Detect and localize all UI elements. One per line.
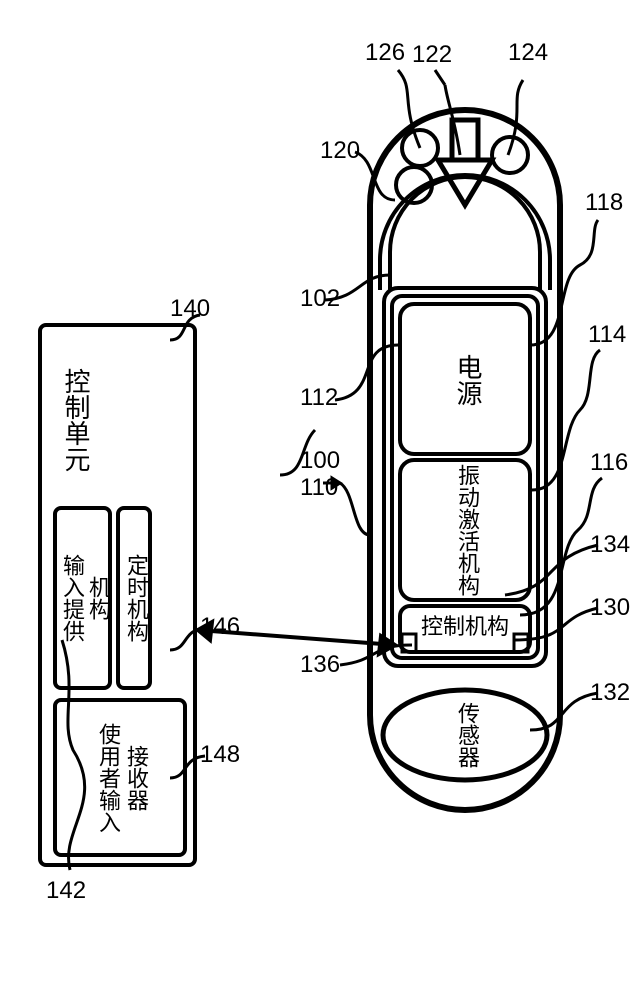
ref-122: 122 xyxy=(412,41,452,68)
top-circle-right xyxy=(492,137,528,173)
ref-142: 142 xyxy=(46,877,86,904)
ref-136: 136 xyxy=(300,651,340,678)
ref-146: 146 xyxy=(200,613,240,640)
ref-148: 148 xyxy=(200,741,240,768)
ref-140: 140 xyxy=(170,295,210,322)
timer-label: 定时机构 xyxy=(124,554,149,642)
ref-116: 116 xyxy=(590,449,628,476)
user-input-line1: 使用者输入 xyxy=(96,723,121,833)
controller: 控制单元 输入提供 机构 定时机构 使用者输入 接收器 xyxy=(40,325,195,865)
ref-114: 114 xyxy=(588,321,626,348)
ref-126: 126 xyxy=(365,39,405,66)
ref-134: 134 xyxy=(590,531,630,558)
ref-120: 120 xyxy=(320,137,360,164)
device: 电源 振动激活机构 控制机构 传感器 xyxy=(370,110,560,810)
ctrl-input-line2: 机构 xyxy=(86,576,111,620)
ref-130: 130 xyxy=(590,594,630,621)
control-box-label: 控制机构 xyxy=(421,614,509,639)
arrow-symbol xyxy=(438,120,492,205)
top-ring-inner xyxy=(390,177,540,252)
top-ring-outer xyxy=(380,175,550,260)
power-label: 电源 xyxy=(453,354,482,406)
sensor-label: 传感器 xyxy=(455,702,480,768)
ref-100: 100 xyxy=(300,447,340,474)
ctrl-input-line1: 输入提供 xyxy=(60,554,85,642)
ref-118: 118 xyxy=(585,189,623,216)
vibration-label: 振动激活机构 xyxy=(455,464,480,596)
user-input-line2: 接收器 xyxy=(124,745,149,811)
ref-102: 102 xyxy=(300,285,340,312)
ref-110: 110 xyxy=(300,474,338,501)
ref-132: 132 xyxy=(590,679,630,706)
ref-124: 124 xyxy=(508,39,548,66)
diagram-root: 电源 振动激活机构 控制机构 传感器 控制单元 输入提供 机构 定时机构 使用者… xyxy=(0,0,639,1000)
controller-title: 控制单元 xyxy=(61,368,90,472)
ref-112: 112 xyxy=(300,384,338,411)
